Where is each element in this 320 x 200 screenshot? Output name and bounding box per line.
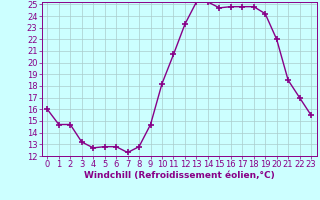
X-axis label: Windchill (Refroidissement éolien,°C): Windchill (Refroidissement éolien,°C): [84, 171, 275, 180]
